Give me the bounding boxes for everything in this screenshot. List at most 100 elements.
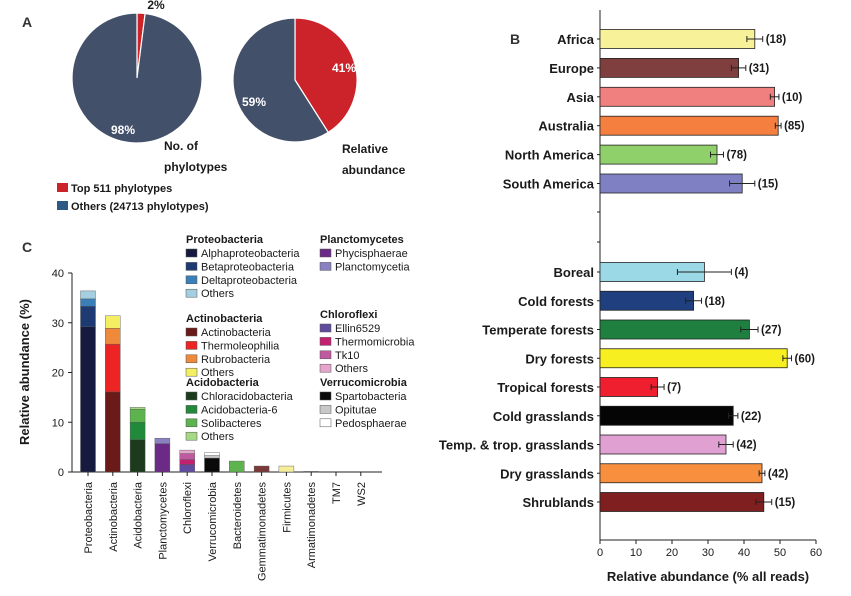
legend-label: Top 511 phylotypes bbox=[71, 183, 172, 195]
x-tick-label: Actinobacteria bbox=[108, 481, 120, 552]
legend-swatch bbox=[319, 350, 332, 360]
bar bbox=[599, 319, 750, 340]
bar bbox=[599, 377, 658, 397]
bar bbox=[599, 463, 763, 484]
legend-swatch bbox=[185, 367, 198, 377]
legend-swatch bbox=[57, 183, 68, 192]
legend-group-title: Verrucomicrobia bbox=[320, 377, 408, 389]
count-label: (18) bbox=[705, 296, 726, 308]
stack-segment bbox=[80, 306, 96, 327]
stack-segment bbox=[129, 407, 146, 410]
bar bbox=[599, 86, 776, 107]
x-tick-label: 0 bbox=[597, 547, 603, 559]
stack-segment bbox=[179, 464, 195, 473]
legend-swatch bbox=[319, 363, 332, 373]
category-label: Asia bbox=[567, 90, 595, 105]
x-axis-title: Relative abundance (% all reads) bbox=[607, 569, 809, 584]
x-tick-label: 50 bbox=[774, 547, 786, 559]
stack-segment bbox=[179, 453, 195, 460]
y-tick-label: 40 bbox=[52, 268, 64, 280]
bar bbox=[599, 58, 740, 78]
x-tick-label: Acidobacteria bbox=[133, 481, 145, 549]
stack-segment bbox=[105, 391, 121, 473]
count-label: (78) bbox=[726, 150, 747, 162]
stack-segment bbox=[278, 465, 295, 473]
legend-swatch bbox=[319, 405, 332, 414]
legend-swatch bbox=[319, 323, 332, 333]
bar bbox=[599, 173, 743, 194]
legend-swatch bbox=[185, 288, 198, 298]
stack-segment bbox=[105, 315, 121, 329]
count-label: (31) bbox=[749, 63, 770, 75]
legend-group-title: Acidobacteria bbox=[186, 377, 260, 389]
legend-swatch bbox=[185, 327, 198, 337]
category-label: Africa bbox=[557, 32, 595, 47]
legend-swatch bbox=[185, 248, 198, 258]
legend-group-title: Actinobacteria bbox=[186, 313, 263, 325]
legend-swatch bbox=[319, 262, 332, 271]
bar bbox=[599, 434, 727, 455]
category-label: Boreal bbox=[554, 265, 594, 280]
legend-label: Alphaproteobacteria bbox=[201, 248, 300, 260]
category-label: Dry grasslands bbox=[500, 466, 594, 481]
legend-label: Others bbox=[201, 431, 235, 443]
x-tick-label: Firmicutes bbox=[281, 482, 293, 533]
x-tick-label: Proteobacteria bbox=[83, 481, 95, 553]
stack-segment bbox=[154, 437, 171, 444]
stack-segment bbox=[129, 422, 146, 440]
stack-segment bbox=[105, 343, 121, 393]
legend-label: Others bbox=[335, 363, 369, 375]
pie-slice bbox=[71, 12, 203, 144]
bar bbox=[599, 29, 756, 49]
panel-c: 0 10 20 30 40 Relative abundance (%) Proteobac… bbox=[17, 234, 415, 581]
legend-swatch bbox=[185, 275, 198, 285]
category-label: Cold grasslands bbox=[493, 409, 594, 424]
stack-segment bbox=[179, 459, 195, 465]
category-label: North America bbox=[505, 148, 595, 163]
stack-segment bbox=[129, 409, 146, 423]
panel-label-a: A bbox=[22, 14, 32, 30]
panel-a: 2% 98% No. of phylotypes 41% 59% Relative abund… bbox=[57, 0, 406, 213]
stack-segment bbox=[204, 455, 220, 459]
legend-swatch bbox=[185, 431, 198, 441]
x-tick-label: Bacteroidetes bbox=[232, 482, 244, 550]
count-label: (42) bbox=[768, 468, 789, 480]
count-label: (22) bbox=[741, 411, 762, 423]
category-label: Europe bbox=[549, 61, 594, 76]
legend-label: Thermomicrobia bbox=[335, 336, 415, 348]
stack-segment bbox=[253, 465, 270, 473]
count-label: (7) bbox=[667, 382, 681, 394]
bar bbox=[599, 348, 788, 369]
x-tick-label: Armatimonadetes bbox=[306, 482, 318, 569]
stack-segment bbox=[80, 326, 96, 473]
category-label: Temp. & trop. grasslands bbox=[439, 438, 594, 453]
category-label: Temperate forests bbox=[482, 323, 594, 338]
category-label: Tropical forests bbox=[497, 380, 594, 395]
panel-label-b: B bbox=[510, 31, 520, 47]
legend-label: Thermoleophilia bbox=[201, 340, 280, 352]
count-label: (15) bbox=[775, 497, 796, 509]
stack-segment bbox=[80, 298, 96, 307]
legend-swatch bbox=[185, 391, 198, 401]
legend-swatch bbox=[319, 391, 332, 401]
legend-swatch bbox=[57, 201, 68, 210]
category-label: Australia bbox=[538, 119, 594, 134]
legend-label: Planctomycetia bbox=[335, 261, 410, 273]
x-tick-label: Gemmatimonadetes bbox=[257, 482, 269, 582]
x-tick-label: 60 bbox=[810, 547, 822, 559]
x-tick-label: 30 bbox=[702, 547, 714, 559]
category-label: South America bbox=[503, 177, 595, 192]
count-label: (15) bbox=[758, 179, 779, 191]
legend-swatch bbox=[185, 418, 198, 428]
pie-slice-label: 98% bbox=[111, 123, 135, 137]
x-tick-label: Planctomycetes bbox=[157, 482, 169, 560]
count-label: (42) bbox=[736, 440, 757, 452]
legend-label: Rubrobacteria bbox=[201, 354, 271, 366]
count-label: (85) bbox=[784, 121, 805, 133]
pie-slice-label: 59% bbox=[242, 95, 266, 109]
legend-label: Actinobacteria bbox=[201, 327, 272, 339]
legend-group-title: Planctomycetes bbox=[320, 234, 404, 246]
y-tick-label: 10 bbox=[52, 417, 64, 429]
legend-swatch bbox=[319, 248, 332, 258]
